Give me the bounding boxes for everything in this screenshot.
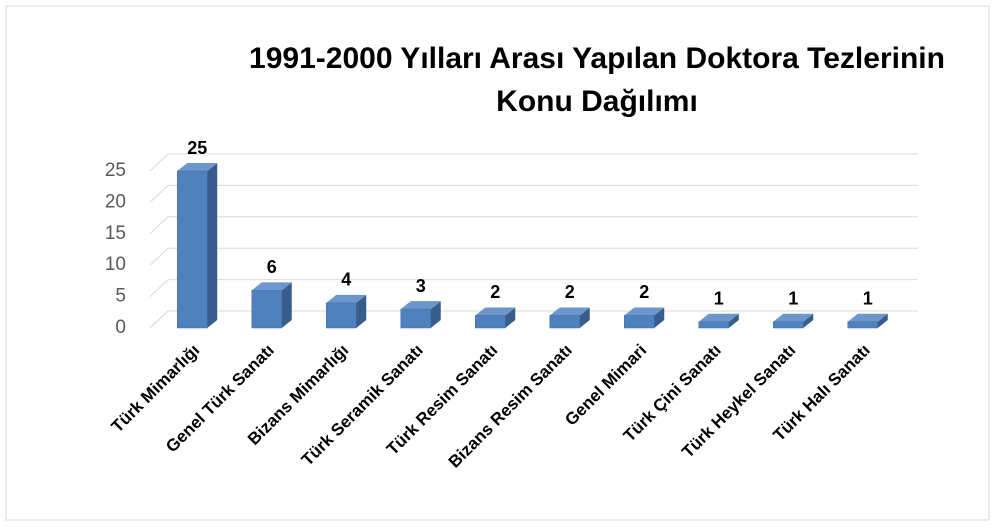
- bar-side: [207, 163, 218, 328]
- bar: [773, 321, 804, 329]
- data-label: 1: [788, 288, 798, 308]
- bar-top: [847, 313, 888, 322]
- chart-title: 1991-2000 Yılları Arası Yapılan Doktora …: [249, 42, 945, 75]
- bar-side: [803, 313, 814, 328]
- data-label: 2: [639, 282, 649, 302]
- y-tick-label: 20: [105, 191, 126, 212]
- bar-side: [877, 313, 888, 328]
- bar: [251, 290, 282, 329]
- grid-line: [149, 279, 918, 297]
- bar: [400, 308, 431, 329]
- grid-line: [149, 216, 918, 235]
- y-tick-label: 0: [115, 317, 126, 338]
- bar: [326, 302, 357, 329]
- bar-top: [326, 294, 367, 303]
- bar-top: [773, 313, 814, 322]
- bar-top: [698, 313, 739, 322]
- y-tick-label: 10: [105, 254, 126, 275]
- chart-border: [5, 5, 990, 521]
- bar-side: [654, 307, 665, 328]
- data-label: 1: [714, 288, 724, 308]
- bar-top: [624, 307, 665, 316]
- y-tick-label: 25: [105, 160, 126, 181]
- bar-side: [728, 313, 739, 328]
- data-label: 1: [863, 288, 873, 308]
- bar: [698, 321, 729, 329]
- bar-top: [177, 163, 218, 171]
- data-label: 4: [341, 270, 351, 290]
- bar-side: [430, 301, 441, 328]
- bar-top: [549, 307, 590, 316]
- grid-line: [149, 153, 918, 172]
- data-label: 6: [267, 257, 277, 277]
- data-label: 2: [565, 282, 575, 302]
- bar: [624, 315, 655, 329]
- bar: [847, 321, 878, 329]
- bar-top: [251, 282, 292, 291]
- grid-line: [149, 247, 918, 266]
- bar-side: [281, 282, 292, 328]
- bar-side: [505, 307, 516, 328]
- data-label: 3: [416, 276, 426, 296]
- bar-top: [400, 301, 441, 310]
- bar-top: [475, 307, 516, 316]
- data-label: 25: [187, 138, 207, 158]
- bar: [475, 315, 506, 329]
- bar: [549, 315, 580, 329]
- bar-side: [579, 307, 590, 328]
- bar-side: [356, 294, 367, 328]
- y-tick-label: 15: [105, 223, 126, 244]
- data-label: 2: [490, 282, 500, 302]
- grid-line: [149, 310, 918, 329]
- bar: [177, 170, 208, 329]
- grid-line: [149, 184, 918, 203]
- chart-title: Konu Dağılımı: [496, 85, 698, 118]
- y-tick-label: 5: [115, 286, 126, 307]
